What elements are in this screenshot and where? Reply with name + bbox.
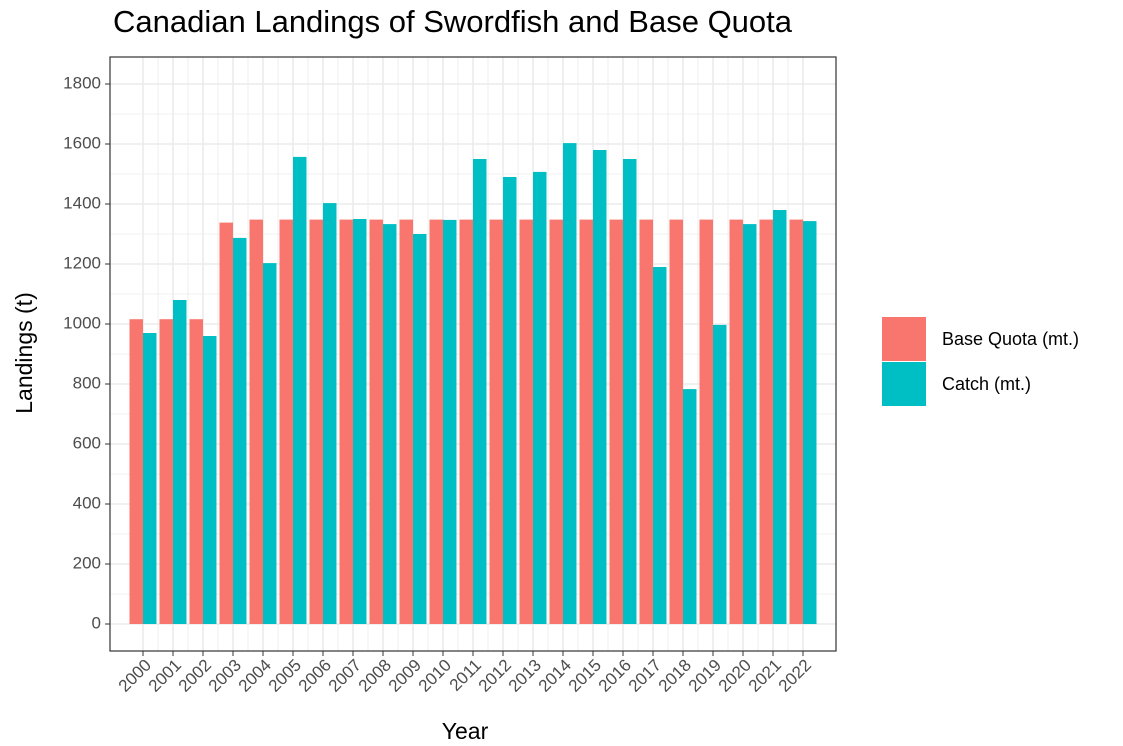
- bar: [623, 159, 637, 624]
- legend-label: Base Quota (mt.): [942, 329, 1079, 349]
- bar: [713, 324, 727, 624]
- y-tick-label: 1200: [63, 253, 101, 272]
- x-axis-label: Year: [442, 718, 489, 744]
- x-tick-label: 2020: [715, 656, 755, 696]
- bar: [803, 221, 817, 624]
- bar: [413, 234, 427, 624]
- x-tick-label: 2008: [355, 656, 395, 696]
- y-tick-label: 1600: [63, 133, 101, 152]
- y-tick-label: 0: [92, 613, 101, 632]
- bar: [743, 224, 757, 624]
- x-tick-label: 2019: [685, 656, 725, 696]
- x-tick-label: 2018: [655, 656, 695, 696]
- y-tick-label: 400: [73, 493, 101, 512]
- bar: [129, 319, 143, 624]
- bar: [383, 224, 397, 624]
- y-tick-label: 800: [73, 373, 101, 392]
- legend-key: [882, 317, 926, 361]
- bar: [519, 219, 533, 624]
- x-tick-label: 2010: [415, 656, 455, 696]
- bar: [579, 219, 593, 624]
- bar: [369, 219, 383, 624]
- bar: [249, 219, 263, 624]
- bar: [533, 171, 547, 624]
- x-tick-label: 2002: [175, 656, 215, 696]
- x-tick-label: 2009: [385, 656, 425, 696]
- y-tick-label: 1400: [63, 193, 101, 212]
- bar: [489, 219, 503, 624]
- x-tick-label: 2012: [475, 656, 515, 696]
- bar: [683, 389, 697, 624]
- y-tick-label: 1800: [63, 73, 101, 92]
- bar: [189, 319, 203, 624]
- y-axis-label: Landings (t): [11, 292, 37, 413]
- bar: [293, 156, 307, 624]
- x-tick-label: 2001: [145, 656, 185, 696]
- x-tick-label: 2014: [535, 656, 575, 696]
- x-tick-label: 2021: [745, 656, 785, 696]
- bar: [143, 333, 157, 624]
- bar: [459, 219, 473, 624]
- bar: [219, 222, 233, 624]
- bar: [773, 210, 787, 624]
- chart-title: Canadian Landings of Swordfish and Base …: [113, 4, 793, 39]
- bar: [669, 219, 683, 624]
- bar: [699, 219, 713, 624]
- bar: [323, 203, 337, 624]
- bar: [609, 219, 623, 624]
- bar: [233, 237, 247, 624]
- y-tick-label: 200: [73, 553, 101, 572]
- y-tick-label: 600: [73, 433, 101, 452]
- bar: [503, 177, 517, 624]
- plot-border: [109, 56, 837, 652]
- bar: [593, 150, 607, 624]
- x-tick-label: 2000: [115, 656, 155, 696]
- bar: [759, 219, 773, 624]
- x-tick-label: 2007: [325, 656, 365, 696]
- bar: [443, 219, 457, 624]
- x-tick-label: 2011: [446, 656, 485, 695]
- bar: [339, 219, 353, 624]
- bar: [159, 319, 173, 624]
- x-tick-label: 2006: [295, 656, 335, 696]
- bar: [639, 219, 653, 624]
- x-tick-label: 2004: [235, 656, 275, 696]
- legend-label: Catch (mt.): [942, 374, 1031, 394]
- y-tick-label: 1000: [63, 313, 101, 332]
- bar: [203, 336, 217, 624]
- x-tick-label: 2015: [565, 656, 605, 696]
- x-tick-label: 2017: [625, 656, 665, 696]
- bar: [279, 219, 293, 624]
- bar: [399, 219, 413, 624]
- x-tick-label: 2022: [775, 656, 815, 696]
- bar: [429, 219, 443, 624]
- bar: [653, 267, 667, 624]
- bar: [309, 219, 323, 624]
- legend-key: [882, 362, 926, 406]
- x-tick-label: 2003: [205, 656, 245, 696]
- x-tick-label: 2016: [595, 656, 635, 696]
- bar: [473, 159, 487, 624]
- bar: [729, 219, 743, 624]
- x-tick-label: 2005: [265, 656, 305, 696]
- bar: [353, 219, 367, 624]
- bar: [789, 219, 803, 624]
- bar: [563, 143, 577, 624]
- bar: [173, 300, 187, 624]
- bar: [549, 219, 563, 624]
- bar: [263, 263, 277, 624]
- x-tick-label: 2013: [505, 656, 545, 696]
